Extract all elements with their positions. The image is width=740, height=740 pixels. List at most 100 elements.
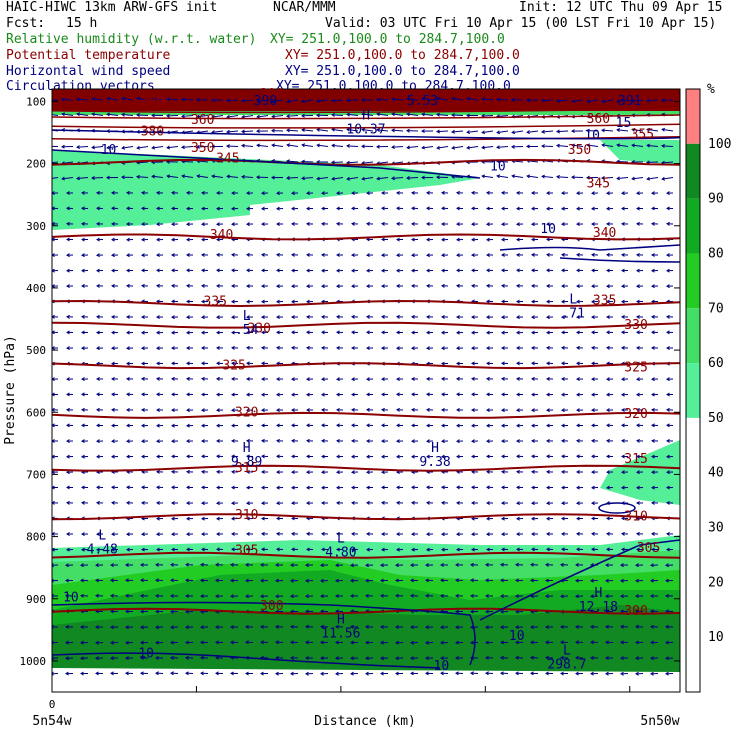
circulation-vector-head — [136, 174, 140, 179]
colorbar-level-label: 50 — [708, 411, 724, 426]
circulation-vector-head — [231, 345, 235, 350]
circulation-vector-head — [396, 407, 400, 412]
circulation-vector-head — [201, 190, 205, 195]
circulation-vector-head — [561, 361, 565, 366]
circulation-vector-head — [561, 469, 565, 474]
circulation-vector-head — [455, 578, 459, 583]
circulation-vector-head — [396, 268, 400, 273]
circulation-vector-head — [156, 253, 160, 258]
circulation-vector-head — [635, 594, 639, 599]
circulation-vector-head — [216, 438, 220, 443]
wind-contour-upper — [52, 129, 680, 140]
circulation-vector-head — [590, 578, 594, 583]
circulation-vector-head — [96, 268, 100, 273]
circulation-vector-head — [126, 346, 130, 351]
circulation-vector-head — [576, 377, 580, 382]
circulation-vector-head — [411, 485, 415, 490]
circulation-vector-head — [471, 392, 475, 397]
circulation-vector — [197, 160, 209, 163]
circulation-vector-head — [546, 501, 550, 506]
circulation-vector-head — [291, 547, 295, 552]
circulation-vector — [422, 146, 434, 149]
circulation-vector-head — [396, 314, 400, 319]
circulation-vector-head — [261, 315, 265, 320]
circulation-vector-head — [331, 160, 335, 165]
circulation-vector-head — [246, 454, 250, 459]
circulation-vector-head — [661, 176, 666, 181]
circulation-vector-head — [541, 129, 546, 134]
circulation-vector-head — [591, 547, 595, 552]
circulation-vector-head — [96, 532, 100, 537]
circulation-vector-head — [335, 640, 339, 645]
colorbar-level-label: 100 — [708, 137, 731, 152]
circulation-vector-head — [381, 253, 385, 258]
circulation-vector-head — [546, 376, 550, 381]
circulation-vector-head — [301, 99, 306, 104]
circulation-vector-head — [331, 127, 336, 132]
circulation-vector-head — [516, 454, 520, 459]
circulation-vector-head — [246, 191, 250, 196]
circulation-vector-head — [216, 485, 220, 490]
circulation-vector-head — [95, 563, 99, 568]
circulation-vector-head — [531, 376, 535, 381]
circulation-vector-head — [201, 268, 205, 273]
circulation-vector-head — [496, 130, 501, 135]
circulation-vector-head — [665, 593, 669, 598]
circulation-vector-head — [336, 454, 340, 459]
circulation-vector-head — [366, 500, 370, 505]
circulation-vector-head — [456, 253, 460, 258]
circulation-vector-head — [636, 377, 640, 382]
circulation-vector-head — [52, 268, 55, 273]
circulation-vector — [152, 175, 164, 178]
circulation-vector-head — [470, 625, 474, 630]
circulation-vector-head — [170, 562, 174, 567]
circulation-vector-head — [241, 143, 245, 148]
circulation-vector-head — [320, 501, 325, 505]
circulation-vector-head — [471, 532, 475, 537]
circulation-vector-head — [111, 485, 115, 490]
circulation-vector-head — [196, 114, 201, 119]
circulation-vector-head — [141, 222, 145, 227]
circulation-vector-head — [185, 655, 189, 660]
circulation-vector-head — [125, 593, 129, 598]
circulation-vector-head — [52, 500, 55, 505]
circulation-vector-head — [436, 96, 441, 101]
circulation-vector — [496, 160, 509, 163]
circulation-vector-head — [276, 501, 280, 506]
circulation-vector — [92, 146, 104, 149]
circulation-vector-head — [351, 377, 355, 382]
circulation-vector-head — [501, 361, 505, 366]
circulation-vector-head — [276, 392, 280, 397]
circulation-vector — [91, 177, 104, 179]
colorbar-frame — [685, 88, 701, 693]
circulation-vector-head — [201, 376, 205, 381]
forecast-label: Fcst: — [6, 16, 46, 31]
extremum-marker: H — [243, 441, 251, 456]
circulation-vector-head — [335, 624, 339, 629]
circulation-vector-head — [291, 299, 295, 304]
circulation-vector-head — [141, 361, 145, 366]
circulation-vector-head — [485, 671, 489, 676]
circulation-vector-head — [335, 656, 339, 661]
circulation-vector-head — [260, 578, 264, 583]
circulation-vector-head — [440, 562, 444, 567]
circulation-vector — [181, 115, 194, 117]
circulation-vector-head — [320, 640, 324, 645]
circulation-vector-head — [111, 190, 115, 195]
circulation-vector — [407, 146, 419, 149]
circulation-vector-head — [556, 143, 560, 148]
circulation-vector-head — [481, 97, 486, 102]
circulation-vector-head — [156, 376, 160, 381]
circulation-vector — [242, 115, 254, 118]
forecast-value: 15 h — [66, 16, 98, 31]
circulation-vector-head — [456, 500, 460, 505]
circulation-vector-head — [81, 439, 85, 444]
circulation-vector-head — [201, 408, 205, 413]
circulation-vector-head — [321, 252, 325, 257]
circulation-vector — [647, 177, 659, 180]
theta-contour-line — [52, 362, 680, 370]
circulation-vector — [136, 114, 149, 116]
circulation-vector-head — [246, 284, 250, 289]
circulation-vector-head — [81, 407, 85, 412]
circulation-vector-head — [410, 563, 414, 568]
